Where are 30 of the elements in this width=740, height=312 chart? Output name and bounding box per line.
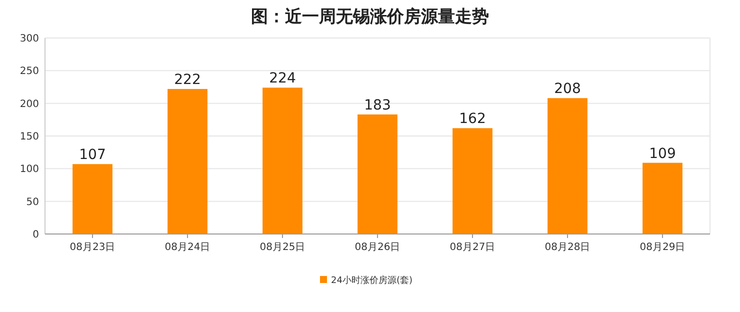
bar [72, 164, 112, 234]
bar [642, 162, 682, 234]
x-tick-label: 08月27日 [450, 242, 496, 253]
x-tick-label: 08月28日 [544, 242, 590, 253]
y-tick-label: 0 [32, 230, 39, 240]
x-tick-label: 08月29日 [640, 242, 686, 253]
y-tick-label: 100 [20, 164, 39, 176]
x-tick-label: 08月24日 [164, 242, 210, 253]
legend-label: 24小时涨价房源(套) [331, 275, 412, 286]
x-tick-label: 08月26日 [354, 242, 400, 253]
x-tick-label: 08月23日 [70, 242, 116, 253]
bar [168, 88, 208, 234]
data-label: 109 [649, 146, 676, 162]
y-tick-label: 50 [26, 196, 39, 208]
chart-title: 图：近一周无锡涨价房源量走势 [251, 7, 489, 27]
data-label: 183 [364, 97, 391, 114]
data-label: 162 [459, 111, 486, 128]
bar [452, 128, 492, 234]
bar [358, 114, 398, 234]
y-tick-label: 200 [20, 98, 39, 110]
data-label: 208 [554, 81, 581, 98]
y-tick-label: 300 [20, 34, 39, 44]
bar [262, 88, 302, 234]
data-label: 222 [174, 72, 201, 88]
x-tick-label: 08月25日 [260, 242, 306, 253]
bar [548, 98, 588, 234]
data-label: 107 [79, 147, 106, 164]
y-tick-label: 150 [20, 132, 39, 142]
y-tick-label: 250 [20, 66, 39, 78]
data-label: 224 [269, 70, 296, 87]
